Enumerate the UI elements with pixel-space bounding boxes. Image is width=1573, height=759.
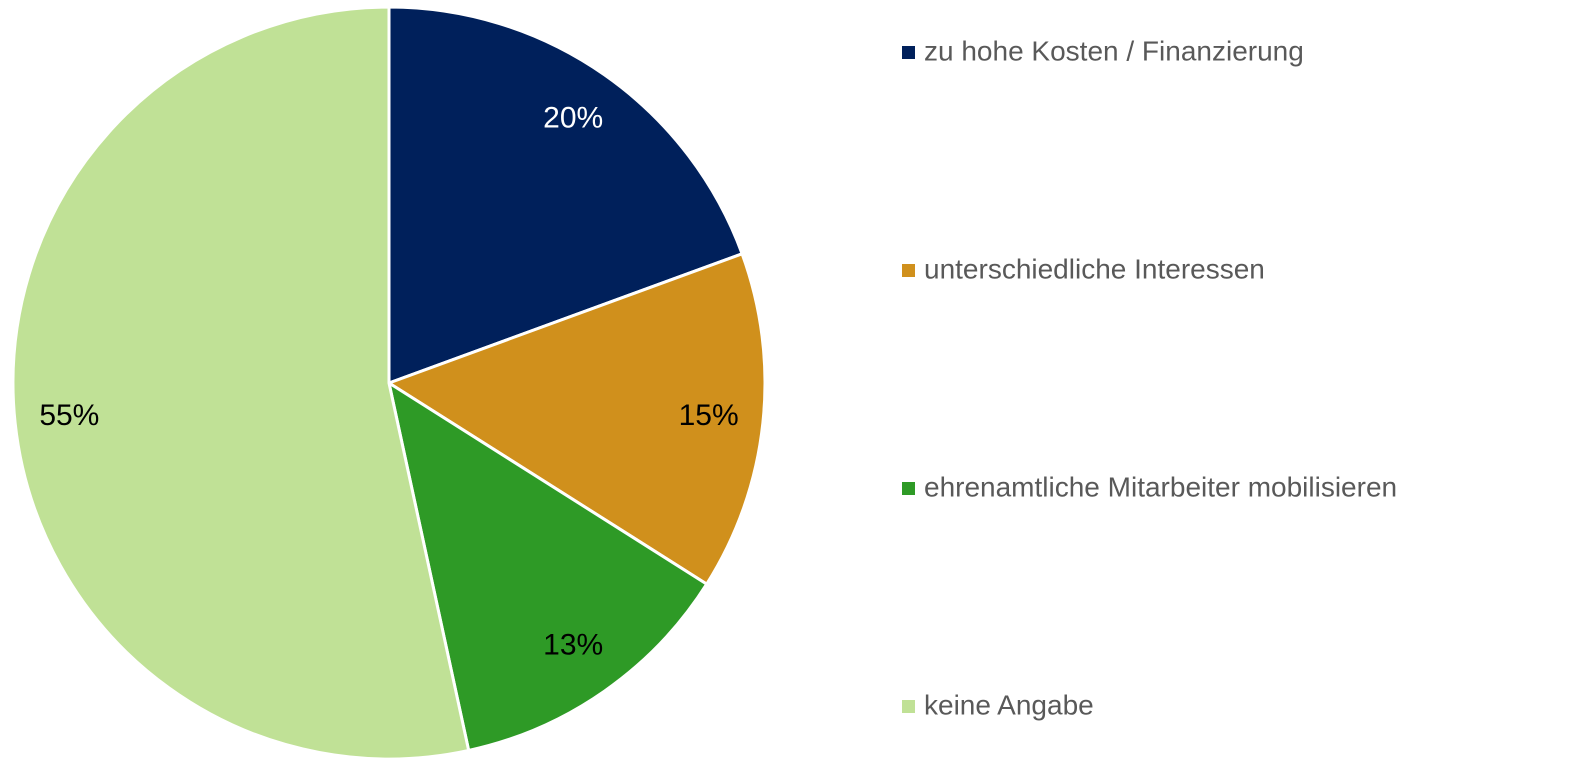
pie-slice xyxy=(385,251,767,587)
legend-label: ehrenamtliche Mitarbeiter mobilisieren xyxy=(924,471,1397,502)
legend-label: keine Angabe xyxy=(924,689,1094,720)
data-label: 15% xyxy=(679,399,739,432)
legend-swatch xyxy=(902,700,915,713)
pie-slice xyxy=(387,5,745,386)
data-label: 55% xyxy=(39,399,99,432)
pie-slice xyxy=(386,379,709,753)
data-label: 20% xyxy=(543,101,603,134)
legend-label: unterschiedliche Interessen xyxy=(924,253,1265,284)
legend-swatch xyxy=(902,264,915,277)
pie-slice xyxy=(11,5,471,759)
legend-swatch xyxy=(902,482,915,495)
data-label: 13% xyxy=(543,628,603,661)
legend-label: zu hohe Kosten / Finanzierung xyxy=(924,35,1304,66)
legend-swatch xyxy=(902,46,915,59)
